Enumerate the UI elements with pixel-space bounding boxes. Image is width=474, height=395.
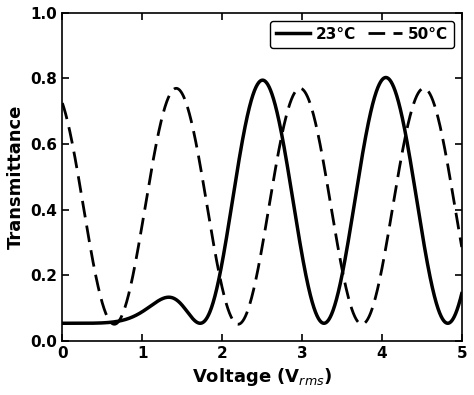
Line: 23°C: 23°C: [63, 77, 462, 323]
23°C: [451, 314, 457, 319]
Y-axis label: Transmittance: Transmittance: [7, 105, 25, 249]
23°C: [73, 321, 79, 325]
23°C: [105, 320, 111, 325]
50°C: [408, 109, 414, 114]
X-axis label: Voltage (V$_{rms}$): Voltage (V$_{rms}$): [192, 366, 332, 388]
50°C: [451, 200, 457, 205]
50°C: [60, 101, 65, 105]
50°C: [111, 322, 117, 327]
23°C: [383, 75, 389, 80]
50°C: [129, 278, 135, 283]
50°C: [230, 318, 236, 323]
23°C: [230, 195, 236, 200]
23°C: [408, 163, 414, 168]
Legend: 23°C, 50°C: 23°C, 50°C: [270, 21, 454, 48]
23°C: [129, 315, 135, 320]
23°C: [60, 321, 65, 325]
Line: 50°C: 50°C: [63, 88, 462, 324]
50°C: [173, 86, 179, 91]
50°C: [213, 254, 219, 259]
23°C: [213, 291, 219, 295]
50°C: [459, 245, 465, 249]
50°C: [105, 316, 111, 320]
23°C: [459, 291, 465, 296]
